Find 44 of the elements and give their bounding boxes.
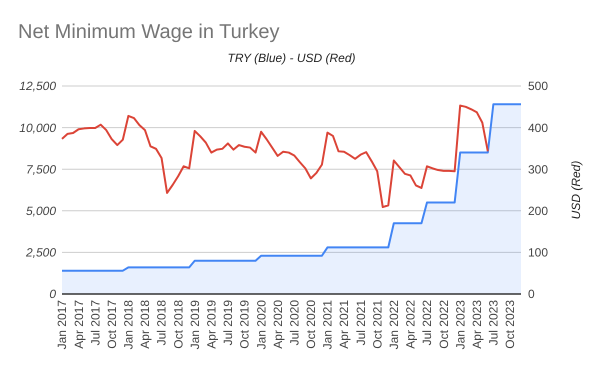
- x-tick-label: Apr 2021: [337, 300, 352, 349]
- y-tick-label: 0: [49, 287, 56, 302]
- y2-tick-label: 400: [528, 120, 548, 135]
- y-tick-label: 10,000: [19, 120, 56, 135]
- x-tick-label: Jul 2020: [287, 300, 302, 346]
- chart-title: Net Minimum Wage in Turkey: [18, 21, 280, 43]
- x-tick-label: Jul 2022: [420, 300, 434, 346]
- y-tick-label: 5,000: [26, 204, 56, 218]
- x-tick-label: Jul 2023: [486, 300, 501, 346]
- x-tick-label: Jul 2017: [88, 300, 102, 346]
- x-tick-label: Apr 2022: [404, 300, 418, 349]
- x-tick-label: Apr 2023: [470, 300, 484, 349]
- x-tick-label: Oct 2023: [503, 300, 518, 349]
- x-tick-label: Oct 2019: [238, 300, 252, 349]
- x-tick-label: Jul 2021: [354, 300, 368, 346]
- x-tick-label: Jan 2017: [55, 300, 70, 350]
- x-tick-label: Jan 2018: [122, 300, 136, 350]
- x-tick-label: Apr 2018: [138, 300, 152, 349]
- y-tick-label: 2,500: [24, 246, 56, 260]
- x-tick-label: Oct 2018: [171, 300, 186, 349]
- y2-axis-title: USD (Red): [569, 160, 583, 220]
- x-tick-label: Jul 2018: [154, 300, 169, 346]
- y2-tick-label: 100: [528, 246, 548, 260]
- x-tick-label: Jul 2019: [221, 300, 236, 346]
- x-tick-label: Jan 2020: [254, 300, 268, 350]
- y2-tick-label: 500: [528, 79, 548, 94]
- chart-subtitle: TRY (Blue) - USD (Red): [227, 51, 356, 65]
- x-tick-label: Apr 2017: [72, 300, 86, 349]
- y-tick-label: 12,500: [19, 79, 56, 94]
- x-tick-label: Jan 2021: [320, 300, 335, 350]
- x-tick-label: Apr 2020: [270, 300, 285, 349]
- x-tick-label: Jan 2019: [188, 300, 202, 350]
- y2-tick-label: 0: [528, 287, 535, 302]
- line-series: [61, 104, 489, 208]
- x-tick-label: Oct 2022: [436, 300, 451, 349]
- y2-tick-label: 200: [528, 204, 548, 218]
- y-tick-label: 7,500: [26, 162, 56, 176]
- y2-tick-label: 300: [528, 162, 548, 176]
- x-tick-label: Jan 2022: [387, 300, 402, 350]
- x-tick-label: Jan 2023: [453, 300, 468, 350]
- x-tick-label: Oct 2017: [104, 300, 119, 349]
- x-tick-label: Apr 2019: [204, 300, 219, 349]
- x-tick-label: Oct 2021: [370, 300, 384, 349]
- x-tick-label: Oct 2020: [304, 300, 318, 349]
